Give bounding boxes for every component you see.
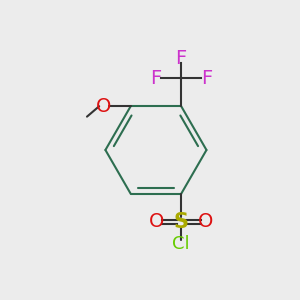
- Text: F: F: [150, 68, 162, 88]
- Text: F: F: [176, 49, 187, 68]
- Text: O: O: [198, 212, 213, 232]
- Text: O: O: [149, 212, 164, 232]
- Text: S: S: [174, 212, 189, 232]
- Text: Cl: Cl: [172, 235, 190, 253]
- Text: O: O: [96, 97, 111, 116]
- Text: F: F: [201, 68, 212, 88]
